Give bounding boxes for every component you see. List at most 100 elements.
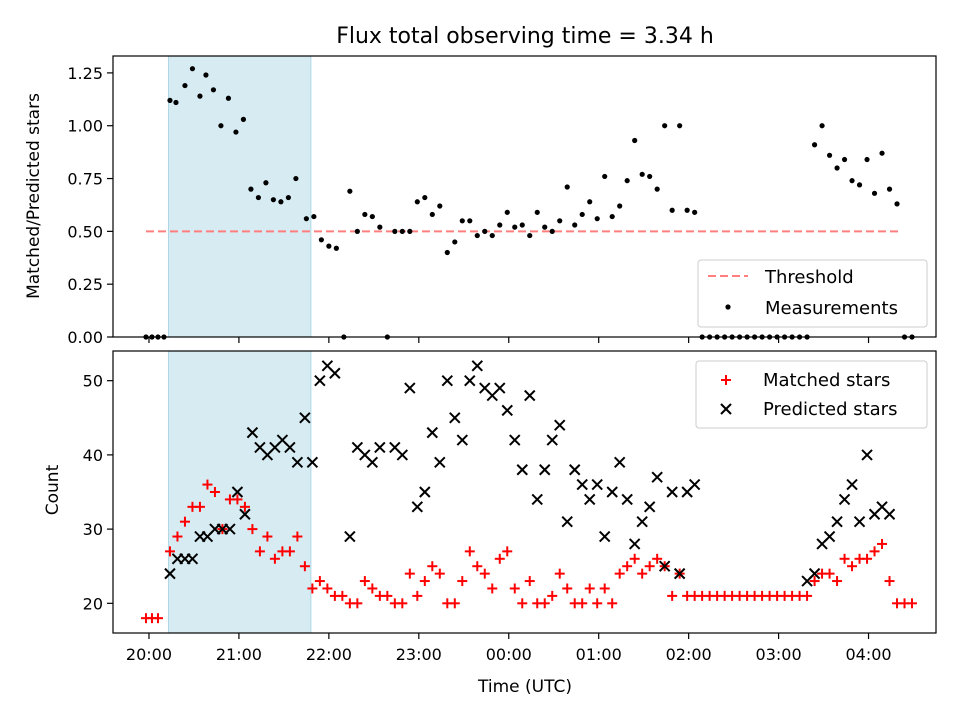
- top-axes-frame: [112, 55, 937, 338]
- measurement-point: [617, 203, 623, 209]
- predicted-star-point: [344, 530, 356, 543]
- measurement-point: [834, 165, 840, 171]
- predicted-star-mark-b: [254, 441, 266, 454]
- predicted-star-point: [441, 374, 454, 387]
- predicted-star-mark-b: [561, 515, 573, 528]
- matched-star-point: [862, 553, 873, 564]
- measurement-point: [662, 123, 668, 129]
- matched-star-point: [869, 546, 880, 557]
- predicted-star-point: [651, 471, 663, 483]
- predicted-star-point: [419, 486, 431, 498]
- measurement-point: [632, 137, 638, 144]
- predicted-star-point: [246, 426, 259, 439]
- measurement-point: [894, 201, 900, 207]
- matched-star-point: [404, 568, 415, 579]
- predicted-star-mark-b: [853, 515, 866, 528]
- bottom-shaded-span-0: [167, 350, 312, 634]
- measurement-point: [377, 224, 383, 230]
- matched-star-point: [502, 546, 513, 557]
- matched-star-point: [322, 583, 333, 594]
- measurements-legend-swatch: [725, 304, 731, 310]
- predicted-star-mark-b: [861, 449, 873, 461]
- measurement-point: [270, 197, 277, 203]
- matched-star-point: [209, 487, 220, 497]
- matched-star-point: [592, 598, 603, 609]
- predicted-star-mark-b: [389, 441, 401, 454]
- predicted-star-point: [673, 567, 686, 580]
- measurement-point: [841, 156, 848, 163]
- predicted-star-point: [449, 412, 461, 424]
- predicted-star-point: [501, 404, 513, 417]
- matched-star-point: [824, 568, 835, 579]
- measurement-point: [263, 180, 269, 186]
- matched-star-point: [479, 568, 490, 579]
- matched-star-point: [614, 568, 625, 579]
- matched-star-point: [577, 598, 588, 609]
- measurement-point: [549, 228, 555, 234]
- predicted-star-point: [831, 515, 843, 528]
- predicted-star-point: [374, 441, 386, 454]
- matched-star-point: [419, 576, 430, 587]
- predicted-star-point: [411, 501, 424, 513]
- matched-star-point: [457, 576, 468, 587]
- measurement-point: [542, 224, 548, 230]
- predicted-star-mark-b: [164, 567, 176, 580]
- predicted-star-point: [861, 449, 873, 461]
- measurement-point: [422, 194, 428, 201]
- predicted-star-mark-b: [673, 567, 686, 580]
- measurement-point: [647, 173, 653, 180]
- top-legend-box: [697, 259, 928, 328]
- predicted-star-mark-b: [291, 456, 304, 469]
- predicted-star-mark-b: [321, 360, 334, 372]
- measurement-point: [167, 97, 173, 103]
- predicted-star-mark-b: [591, 478, 603, 491]
- predicted-star-point: [643, 501, 656, 513]
- top-y-axis-label: Matched/Predicted stars: [24, 93, 44, 299]
- bottom-y-tick-label: 20: [83, 594, 103, 613]
- x-axis-label: Time (UTC): [477, 677, 572, 697]
- predicted-star-point: [186, 553, 199, 565]
- predicted-star-point: [576, 478, 588, 491]
- predicted-star-mark-b: [471, 360, 483, 372]
- predicted-star-mark-b: [621, 493, 633, 506]
- measurement-point: [459, 218, 465, 224]
- predicted-star-point: [464, 374, 476, 387]
- predicted-star-point: [823, 530, 836, 543]
- measurement-point: [210, 87, 217, 93]
- measurement-point: [362, 211, 368, 218]
- predicted-star-point: [224, 523, 236, 535]
- measurement-point: [326, 243, 332, 249]
- measurement-point: [557, 218, 563, 224]
- predicted-star-point: [329, 367, 341, 379]
- matched-star-point: [832, 576, 843, 587]
- predicted-star-mark-b: [539, 464, 551, 476]
- matched-star-point: [299, 561, 310, 572]
- measurement-point: [399, 228, 405, 234]
- predicted-star-mark-b: [846, 478, 858, 491]
- matched-star-point: [367, 583, 378, 594]
- predicted-star-mark-b: [239, 508, 251, 520]
- measurement-point: [218, 123, 224, 129]
- measurement-point: [182, 82, 188, 89]
- predicted-star-mark-b: [554, 419, 566, 431]
- matched-star-point: [809, 576, 820, 587]
- predicted-star-mark-b: [808, 567, 821, 580]
- matched-star-point: [307, 583, 318, 594]
- predicted-star-mark-b: [479, 382, 491, 394]
- measurement-point: [369, 213, 375, 220]
- predicted-star-mark-b: [688, 478, 701, 491]
- predicted-star-point: [658, 560, 671, 572]
- predicted-star-mark-b: [396, 449, 409, 461]
- predicted-star-mark-b: [651, 471, 663, 483]
- predicted-star-point: [688, 478, 701, 491]
- predicted-star-mark-b: [344, 530, 356, 543]
- measurement-point: [285, 194, 291, 201]
- predicted-star-point: [434, 456, 446, 469]
- predicted-star-point: [628, 538, 641, 550]
- matched-star-point: [517, 598, 528, 609]
- top-y-tick-label: 0.25: [67, 275, 103, 294]
- predicted-star-point: [853, 515, 866, 528]
- top-y-tick-label: 1.00: [67, 117, 103, 136]
- predicted-star-mark-b: [516, 464, 528, 476]
- predicted-star-mark-b: [224, 523, 236, 535]
